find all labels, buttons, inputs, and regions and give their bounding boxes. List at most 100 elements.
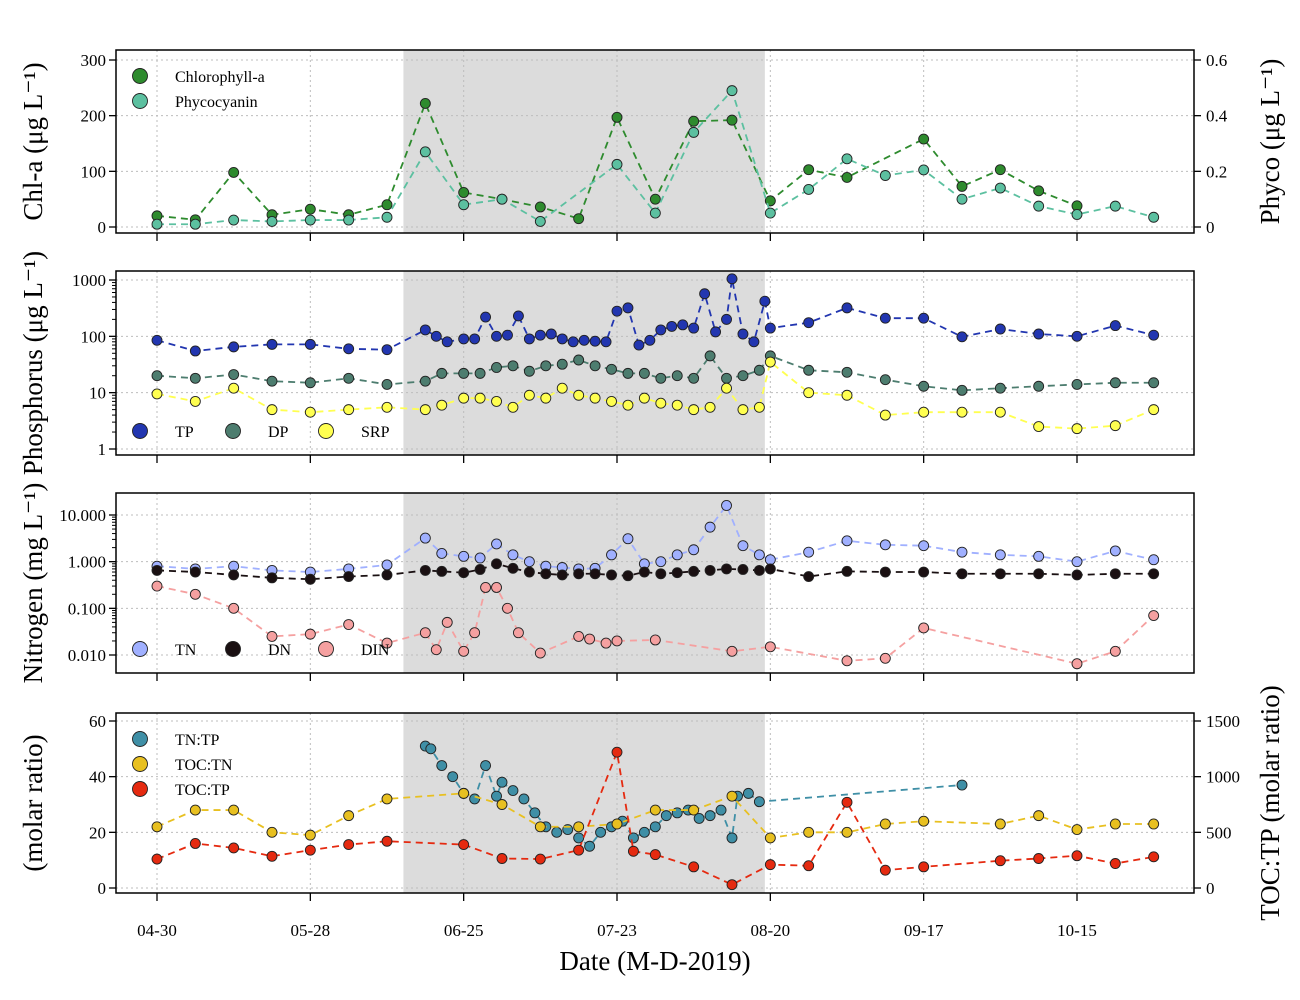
data-point — [304, 628, 316, 640]
panel-frame — [115, 492, 1195, 674]
series-tn-tp — [419, 740, 968, 852]
shaded-period — [403, 493, 765, 673]
data-point — [189, 345, 201, 357]
y2-tick-label: 0.6 — [1206, 51, 1227, 70]
series-srp — [151, 356, 1160, 435]
data-point — [753, 549, 765, 561]
data-point — [606, 363, 617, 375]
y-axis-label: Phosphorus (μg L⁻¹) — [18, 251, 48, 475]
data-point — [1071, 569, 1083, 581]
data-point — [151, 218, 163, 230]
data-point — [1109, 568, 1121, 580]
series-dn — [151, 558, 1160, 585]
y2-tick-label: 1500 — [1206, 712, 1240, 731]
panel-chlorophyll-phycocyanin: 0 100 200 300 0 0.2 0.4 0.6 Chl-a (μg L⁻¹) Phyco … — [18, 49, 1285, 241]
x-tick-label: 06-25 — [444, 921, 484, 940]
panel-stoichiometry: 0 20 40 60 0 500 1000 1500 04-30 05-28 06-25 07-23 0… — [18, 685, 1285, 976]
data-point — [540, 568, 552, 580]
data-point — [534, 201, 546, 213]
data-point — [381, 637, 393, 649]
data-point — [491, 395, 502, 407]
data-point — [649, 193, 661, 205]
data-point — [491, 330, 502, 342]
data-point — [228, 842, 240, 854]
data-point — [343, 214, 355, 226]
data-point — [1071, 850, 1083, 862]
data-point — [655, 556, 667, 568]
data-point — [507, 360, 519, 372]
data-point — [507, 562, 519, 574]
data-point — [704, 350, 716, 362]
data-point — [841, 535, 853, 547]
data-point — [430, 644, 442, 656]
data-point — [879, 539, 891, 551]
shaded-period — [403, 713, 765, 893]
data-point — [573, 354, 585, 366]
data-point — [381, 793, 393, 805]
series-line — [156, 354, 1154, 392]
data-point — [994, 182, 1006, 194]
data-point — [737, 404, 749, 416]
data-point — [994, 549, 1006, 561]
data-point — [491, 538, 502, 550]
data-point — [956, 193, 968, 205]
data-point — [228, 382, 240, 394]
data-point — [764, 207, 776, 219]
data-point — [759, 295, 771, 307]
y-tick-label: 300 — [81, 51, 107, 70]
panel-frame — [115, 712, 1195, 894]
data-point — [803, 317, 815, 329]
data-point — [726, 832, 738, 844]
data-point — [458, 550, 470, 562]
data-point — [1071, 824, 1083, 835]
series-toc-tp — [151, 746, 1160, 891]
data-point — [841, 153, 853, 165]
data-point — [753, 564, 765, 576]
data-point — [671, 549, 683, 561]
data-point — [266, 630, 278, 642]
data-point — [458, 839, 470, 851]
data-point — [748, 336, 760, 348]
data-point — [447, 771, 459, 783]
panel-frame — [115, 49, 1195, 234]
data-point — [228, 369, 240, 380]
data-point — [381, 344, 393, 356]
data-point — [649, 849, 661, 861]
data-point — [381, 569, 393, 581]
data-point — [918, 312, 930, 324]
data-point — [228, 602, 240, 614]
legend-label: DN — [268, 642, 292, 659]
data-point — [918, 861, 930, 873]
data-point — [458, 787, 470, 799]
data-point — [595, 826, 607, 838]
data-point — [879, 409, 891, 421]
data-point — [688, 861, 700, 873]
data-point — [622, 533, 634, 545]
y2-axis-label: Phyco (μg L⁻¹) — [1255, 59, 1285, 225]
data-point — [638, 826, 650, 838]
data-point — [436, 547, 448, 559]
data-point — [715, 804, 727, 816]
data-point — [545, 328, 557, 340]
data-point — [381, 378, 393, 390]
data-point — [496, 799, 508, 810]
data-point — [841, 366, 853, 378]
data-point — [726, 790, 738, 802]
data-point — [304, 844, 316, 856]
data-point — [507, 401, 519, 413]
legend: TN:TP TOC:TN TOC:TP — [132, 731, 233, 799]
data-point — [551, 826, 563, 838]
legend-marker — [132, 781, 148, 797]
data-point — [1033, 853, 1045, 864]
series-line — [157, 88, 1154, 226]
data-point — [228, 804, 240, 816]
data-point — [956, 406, 968, 418]
data-point — [918, 566, 930, 578]
data-point — [228, 341, 240, 353]
data-point — [753, 364, 765, 376]
data-point — [523, 333, 535, 345]
data-point — [677, 319, 689, 331]
data-point — [573, 832, 585, 844]
data-point — [611, 305, 623, 317]
data-point — [189, 372, 201, 384]
